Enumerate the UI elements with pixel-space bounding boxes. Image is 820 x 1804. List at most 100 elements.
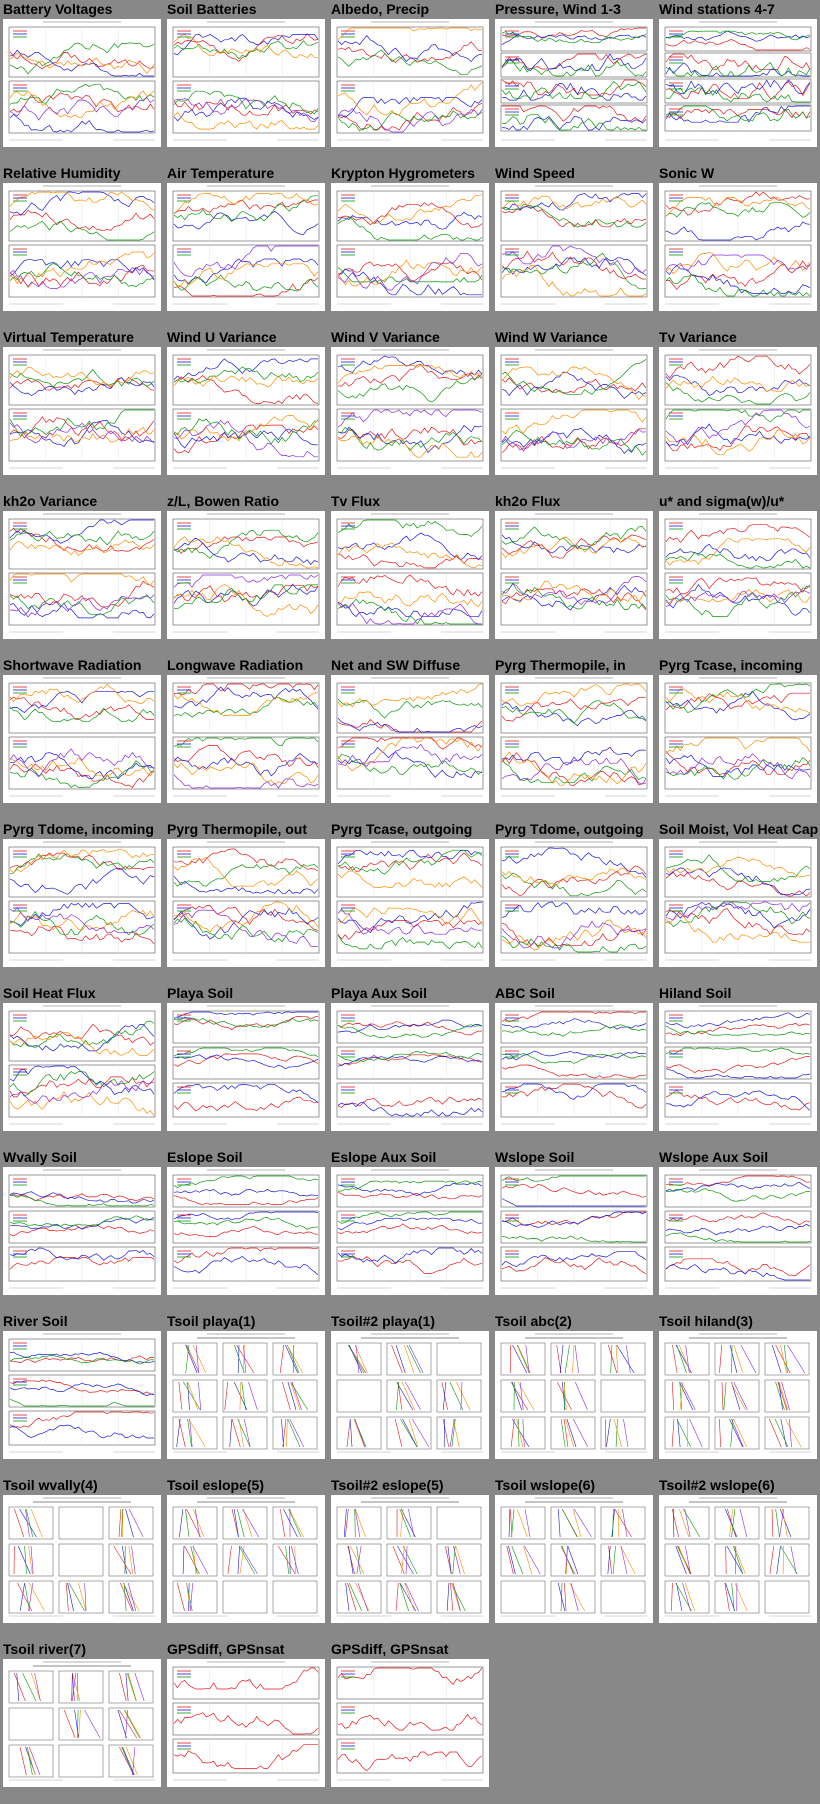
- thumbnail-title[interactable]: Tsoil river(7): [3, 1641, 86, 1657]
- thumbnail-pyrg-tdome-incoming[interactable]: Pyrg Tdome, incoming: [0, 820, 164, 984]
- thumbnail-title[interactable]: Air Temperature: [167, 165, 275, 181]
- plot-thumbnail-image[interactable]: [495, 1331, 653, 1459]
- thumbnail-title[interactable]: kh2o Variance: [3, 493, 98, 509]
- thumbnail-pressure-wind-1-3[interactable]: Pressure, Wind 1-3: [492, 0, 656, 164]
- thumbnail-pyrg-tcase-incoming[interactable]: Pyrg Tcase, incoming: [656, 656, 820, 820]
- thumbnail-soil-moist-vol-heat-cap[interactable]: Soil Moist, Vol Heat Cap: [656, 820, 820, 984]
- plot-thumbnail-image[interactable]: [167, 183, 325, 311]
- plot-thumbnail-image[interactable]: [331, 347, 489, 475]
- thumbnail-title[interactable]: Hiland Soil: [659, 985, 732, 1001]
- thumbnail-title[interactable]: Pyrg Tdome, incoming: [3, 821, 154, 837]
- thumbnail-tsoil-hiland-3[interactable]: Tsoil hiland(3): [656, 1312, 820, 1476]
- plot-thumbnail-image[interactable]: [495, 347, 653, 475]
- thumbnail-tsoil-abc-2[interactable]: Tsoil abc(2): [492, 1312, 656, 1476]
- thumbnail-air-temperature[interactable]: Air Temperature: [164, 164, 328, 328]
- plot-thumbnail-image[interactable]: [331, 1495, 489, 1623]
- thumbnail-title[interactable]: Virtual Temperature: [3, 329, 134, 345]
- thumbnail-eslope-aux-soil[interactable]: Eslope Aux Soil: [328, 1148, 492, 1312]
- thumbnail-tv-flux[interactable]: Tv Flux: [328, 492, 492, 656]
- thumbnail-playa-soil[interactable]: Playa Soil: [164, 984, 328, 1148]
- thumbnail-pyrg-thermopile-in[interactable]: Pyrg Thermopile, in: [492, 656, 656, 820]
- plot-thumbnail-image[interactable]: [495, 511, 653, 639]
- thumbnail-soil-heat-flux[interactable]: Soil Heat Flux: [0, 984, 164, 1148]
- plot-thumbnail-image[interactable]: [3, 1659, 161, 1787]
- thumbnail-wind-w-variance[interactable]: Wind W Variance: [492, 328, 656, 492]
- thumbnail-title[interactable]: Krypton Hygrometers: [331, 165, 475, 181]
- thumbnail-gpsdiff-gpsnsat[interactable]: GPSdiff, GPSnsat: [328, 1640, 492, 1804]
- thumbnail-title[interactable]: Eslope Aux Soil: [331, 1149, 437, 1165]
- thumbnail-title[interactable]: Longwave Radiation: [167, 657, 304, 673]
- thumbnail-net-and-sw-diffuse[interactable]: Net and SW Diffuse: [328, 656, 492, 820]
- thumbnail-title[interactable]: Wind V Variance: [331, 329, 440, 345]
- plot-thumbnail-image[interactable]: [167, 1495, 325, 1623]
- thumbnail-title[interactable]: Wslope Soil: [495, 1149, 575, 1165]
- thumbnail-gpsdiff-gpsnsat[interactable]: GPSdiff, GPSnsat: [164, 1640, 328, 1804]
- thumbnail-title[interactable]: Tsoil hiland(3): [659, 1313, 753, 1329]
- plot-thumbnail-image[interactable]: [331, 839, 489, 967]
- plot-thumbnail-image[interactable]: [167, 1659, 325, 1787]
- plot-thumbnail-image[interactable]: [331, 675, 489, 803]
- thumbnail-title[interactable]: Shortwave Radiation: [3, 657, 142, 673]
- thumbnail-virtual-temperature[interactable]: Virtual Temperature: [0, 328, 164, 492]
- thumbnail-title[interactable]: Wvally Soil: [3, 1149, 77, 1165]
- plot-thumbnail-image[interactable]: [331, 511, 489, 639]
- plot-thumbnail-image[interactable]: [495, 1167, 653, 1295]
- plot-thumbnail-image[interactable]: [659, 1495, 817, 1623]
- thumbnail-albedo-precip[interactable]: Albedo, Precip: [328, 0, 492, 164]
- plot-thumbnail-image[interactable]: [659, 1331, 817, 1459]
- thumbnail-title[interactable]: Pressure, Wind 1-3: [495, 1, 621, 17]
- thumbnail-title[interactable]: u* and sigma(w)/u*: [659, 493, 785, 509]
- thumbnail-title[interactable]: Battery Voltages: [3, 1, 113, 17]
- thumbnail-title[interactable]: Eslope Soil: [167, 1149, 243, 1165]
- thumbnail-pyrg-thermopile-out[interactable]: Pyrg Thermopile, out: [164, 820, 328, 984]
- plot-thumbnail-image[interactable]: [659, 839, 817, 967]
- plot-thumbnail-image[interactable]: [3, 839, 161, 967]
- plot-thumbnail-image[interactable]: [3, 1003, 161, 1131]
- plot-thumbnail-image[interactable]: [659, 1167, 817, 1295]
- thumbnail-tsoil-eslope-5[interactable]: Tsoil eslope(5): [164, 1476, 328, 1640]
- plot-thumbnail-image[interactable]: [659, 511, 817, 639]
- thumbnail-title[interactable]: ABC Soil: [495, 985, 555, 1001]
- thumbnail-title[interactable]: Relative Humidity: [3, 165, 121, 181]
- thumbnail-title[interactable]: Tsoil wslope(6): [495, 1477, 596, 1493]
- thumbnail-title[interactable]: Soil Heat Flux: [3, 985, 96, 1001]
- thumbnail-eslope-soil[interactable]: Eslope Soil: [164, 1148, 328, 1312]
- thumbnail-tsoil-playa-1[interactable]: Tsoil playa(1): [164, 1312, 328, 1476]
- thumbnail-abc-soil[interactable]: ABC Soil: [492, 984, 656, 1148]
- plot-thumbnail-image[interactable]: [167, 511, 325, 639]
- plot-thumbnail-image[interactable]: [659, 1003, 817, 1131]
- plot-thumbnail-image[interactable]: [3, 183, 161, 311]
- plot-thumbnail-image[interactable]: [659, 183, 817, 311]
- thumbnail-relative-humidity[interactable]: Relative Humidity: [0, 164, 164, 328]
- thumbnail-pyrg-tdome-outgoing[interactable]: Pyrg Tdome, outgoing: [492, 820, 656, 984]
- plot-thumbnail-image[interactable]: [495, 19, 653, 147]
- thumbnail-z-l-bowen-ratio[interactable]: z/L, Bowen Ratio: [164, 492, 328, 656]
- plot-thumbnail-image[interactable]: [495, 839, 653, 967]
- plot-thumbnail-image[interactable]: [495, 1495, 653, 1623]
- thumbnail-wslope-aux-soil[interactable]: Wslope Aux Soil: [656, 1148, 820, 1312]
- plot-thumbnail-image[interactable]: [3, 1495, 161, 1623]
- thumbnail-tsoil-2-playa-1[interactable]: Tsoil#2 playa(1): [328, 1312, 492, 1476]
- thumbnail-tsoil-2-eslope-5[interactable]: Tsoil#2 eslope(5): [328, 1476, 492, 1640]
- thumbnail-title[interactable]: Soil Moist, Vol Heat Cap: [659, 821, 819, 837]
- plot-thumbnail-image[interactable]: [495, 1003, 653, 1131]
- thumbnail-title[interactable]: Tsoil#2 playa(1): [331, 1313, 436, 1329]
- thumbnail-wind-v-variance[interactable]: Wind V Variance: [328, 328, 492, 492]
- plot-thumbnail-image[interactable]: [3, 675, 161, 803]
- thumbnail-title[interactable]: Tsoil abc(2): [495, 1313, 572, 1329]
- thumbnail-title[interactable]: Pyrg Thermopile, in: [495, 657, 626, 673]
- plot-thumbnail-image[interactable]: [167, 1167, 325, 1295]
- thumbnail-title[interactable]: Wind stations 4-7: [659, 1, 775, 17]
- thumbnail-title[interactable]: Playa Aux Soil: [331, 985, 427, 1001]
- thumbnail-battery-voltages[interactable]: Battery Voltages: [0, 0, 164, 164]
- plot-thumbnail-image[interactable]: [3, 511, 161, 639]
- thumbnail-tsoil-2-wslope-6[interactable]: Tsoil#2 wslope(6): [656, 1476, 820, 1640]
- thumbnail-sonic-w[interactable]: Sonic W: [656, 164, 820, 328]
- thumbnail-kh2o-flux[interactable]: kh2o Flux: [492, 492, 656, 656]
- thumbnail-title[interactable]: Tsoil#2 eslope(5): [331, 1477, 444, 1493]
- thumbnail-pyrg-tcase-outgoing[interactable]: Pyrg Tcase, outgoing: [328, 820, 492, 984]
- plot-thumbnail-image[interactable]: [495, 183, 653, 311]
- plot-thumbnail-image[interactable]: [167, 675, 325, 803]
- plot-thumbnail-image[interactable]: [331, 19, 489, 147]
- thumbnail-title[interactable]: River Soil: [3, 1313, 68, 1329]
